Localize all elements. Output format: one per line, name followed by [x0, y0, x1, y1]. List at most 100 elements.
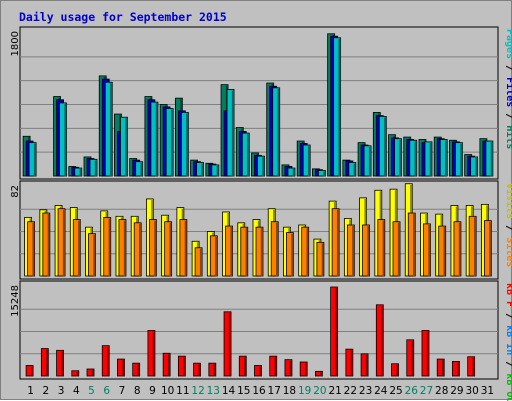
day-label-27: 27 — [420, 385, 433, 397]
panel-hits: 1800 Pages / Files / Hits — [10, 26, 512, 180]
bar-shade — [368, 146, 371, 176]
bar-sites-day-25 — [392, 221, 401, 277]
bar-pages-day-4 — [74, 167, 83, 177]
bar-pages-day-24 — [378, 116, 387, 177]
bar-pages-day-11 — [180, 112, 189, 177]
bar-kb-f-day-25 — [391, 363, 399, 377]
bar-shade — [411, 340, 414, 376]
bar-sites-day-1 — [27, 221, 36, 277]
bar-kb-f-day-28 — [436, 358, 445, 377]
bar-shade — [352, 225, 355, 276]
bar-shade — [336, 209, 339, 276]
bar-shade — [32, 222, 35, 276]
bar-shade — [426, 331, 429, 376]
day-label-12: 12 — [191, 385, 204, 397]
bar-shade — [76, 371, 79, 376]
legend-part: Visits — [504, 183, 512, 219]
bar-sites-day-18 — [286, 232, 294, 277]
bar-shade — [353, 163, 356, 176]
bar-sites-day-17 — [270, 221, 279, 277]
day-label-28: 28 — [435, 385, 448, 397]
bar-shade — [365, 354, 368, 376]
bar-shade — [445, 140, 448, 176]
bar-pages-day-17 — [272, 87, 281, 177]
bar-shade — [490, 142, 493, 176]
bar-sites-day-15 — [240, 226, 249, 277]
bar-kb-f-day-13 — [208, 362, 217, 377]
bar-shade — [443, 227, 446, 276]
bar-shade — [199, 248, 202, 276]
bar-shade — [213, 364, 216, 376]
bar-kb-f-day-11 — [177, 355, 186, 377]
legend-part: kB F — [504, 283, 512, 307]
bar-pages-day-23 — [363, 145, 372, 177]
bar-sites-day-2 — [42, 212, 51, 277]
legend-kbytes: kB F / kB In / kB Out — [504, 283, 512, 401]
bar-pages-day-1 — [28, 142, 37, 177]
scale-label-kbytes: 15248 — [10, 285, 21, 317]
day-label-17: 17 — [268, 385, 281, 397]
bar-shade — [123, 220, 126, 276]
day-label-22: 22 — [344, 385, 357, 397]
bar-shade — [79, 169, 82, 176]
bar-shade — [338, 38, 341, 177]
bar-pages-day-13 — [211, 164, 220, 177]
bar-sites-day-4 — [72, 219, 81, 277]
bar-sites-day-22 — [346, 224, 355, 277]
bar-shade — [291, 233, 294, 276]
day-label-15: 15 — [237, 385, 250, 397]
bar-sites-day-8 — [133, 222, 142, 277]
bar-kb-f-day-4 — [71, 370, 80, 377]
bar-shade — [33, 143, 36, 176]
bar-pages-day-10 — [165, 108, 174, 177]
day-label-24: 24 — [374, 385, 388, 397]
legend-part: kB Out — [504, 373, 512, 401]
bar-kb-f-day-10 — [162, 352, 171, 377]
day-label-30: 30 — [465, 385, 478, 397]
day-label-18: 18 — [283, 385, 296, 397]
bar-shade — [93, 234, 96, 276]
day-label-6: 6 — [103, 385, 110, 397]
bar-kb-f-day-20 — [315, 370, 323, 377]
bar-sites-day-28 — [438, 225, 447, 277]
bar-kb-f-day-15 — [238, 355, 247, 377]
legend-part: / — [504, 219, 512, 237]
bar-shade — [245, 228, 248, 276]
bar-shade — [216, 165, 219, 176]
bar-shade — [458, 222, 461, 276]
bar-shade — [215, 236, 218, 276]
bar-shade — [154, 220, 157, 276]
legend-visits: Visits / Sites — [504, 183, 512, 267]
bar-pages-day-16 — [257, 155, 265, 177]
bar-shade — [155, 103, 158, 176]
bar-shade — [442, 360, 445, 376]
bar-shade — [125, 118, 128, 176]
bar-shade — [61, 351, 64, 376]
bar-sites-day-10 — [164, 221, 173, 277]
bar-pages-day-31 — [485, 140, 494, 177]
bar-kb-f-day-26 — [406, 339, 415, 377]
legend-part: Files — [504, 77, 512, 107]
bar-sites-day-21 — [331, 208, 340, 277]
day-label-14: 14 — [222, 385, 236, 397]
bar-shade — [292, 169, 295, 176]
bar-pages-day-14 — [226, 89, 235, 177]
bar-sites-day-27 — [423, 223, 431, 277]
bar-kb-f-day-24 — [375, 304, 384, 377]
bar-shade — [260, 228, 263, 276]
bar-shade — [413, 214, 416, 276]
bar-kb-f-day-27 — [421, 330, 430, 377]
legend-part: Sites — [504, 237, 512, 267]
day-label-19: 19 — [298, 385, 311, 397]
legend-part: Pages — [504, 29, 512, 59]
bar-shade — [152, 331, 155, 376]
bar-shade — [138, 223, 141, 276]
bar-shade — [230, 227, 233, 276]
bar-sites-day-9 — [149, 219, 157, 277]
bar-sites-day-26 — [407, 212, 416, 277]
bar-pages-day-19 — [302, 144, 311, 177]
bar-shade — [228, 312, 231, 376]
bar-kb-f-day-8 — [132, 362, 141, 377]
bar-pages-day-3 — [59, 102, 67, 177]
